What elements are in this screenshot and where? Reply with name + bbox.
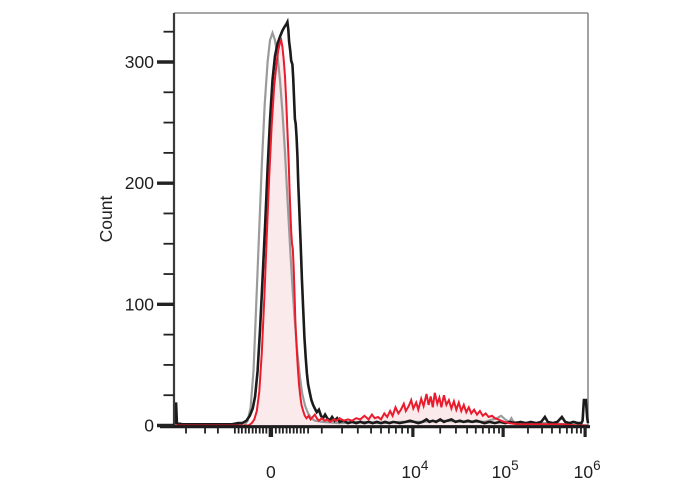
stained-red-curve <box>174 37 588 427</box>
stained-red-area <box>174 40 588 426</box>
y-tick-label: 200 <box>125 173 154 193</box>
x-tick-label: 0 <box>266 462 276 482</box>
y-tick-label: 0 <box>144 416 154 436</box>
control-black-curve <box>172 17 590 426</box>
x-tick-label: 104 <box>401 458 428 482</box>
x-tick-label: 105 <box>492 458 519 482</box>
y-tick-label: 100 <box>125 294 154 314</box>
x-tick-label: 106 <box>574 458 601 482</box>
y-axis-title: Count <box>96 196 116 243</box>
y-tick-label: 300 <box>125 52 154 72</box>
control-gray-shadow-curve <box>243 29 589 427</box>
